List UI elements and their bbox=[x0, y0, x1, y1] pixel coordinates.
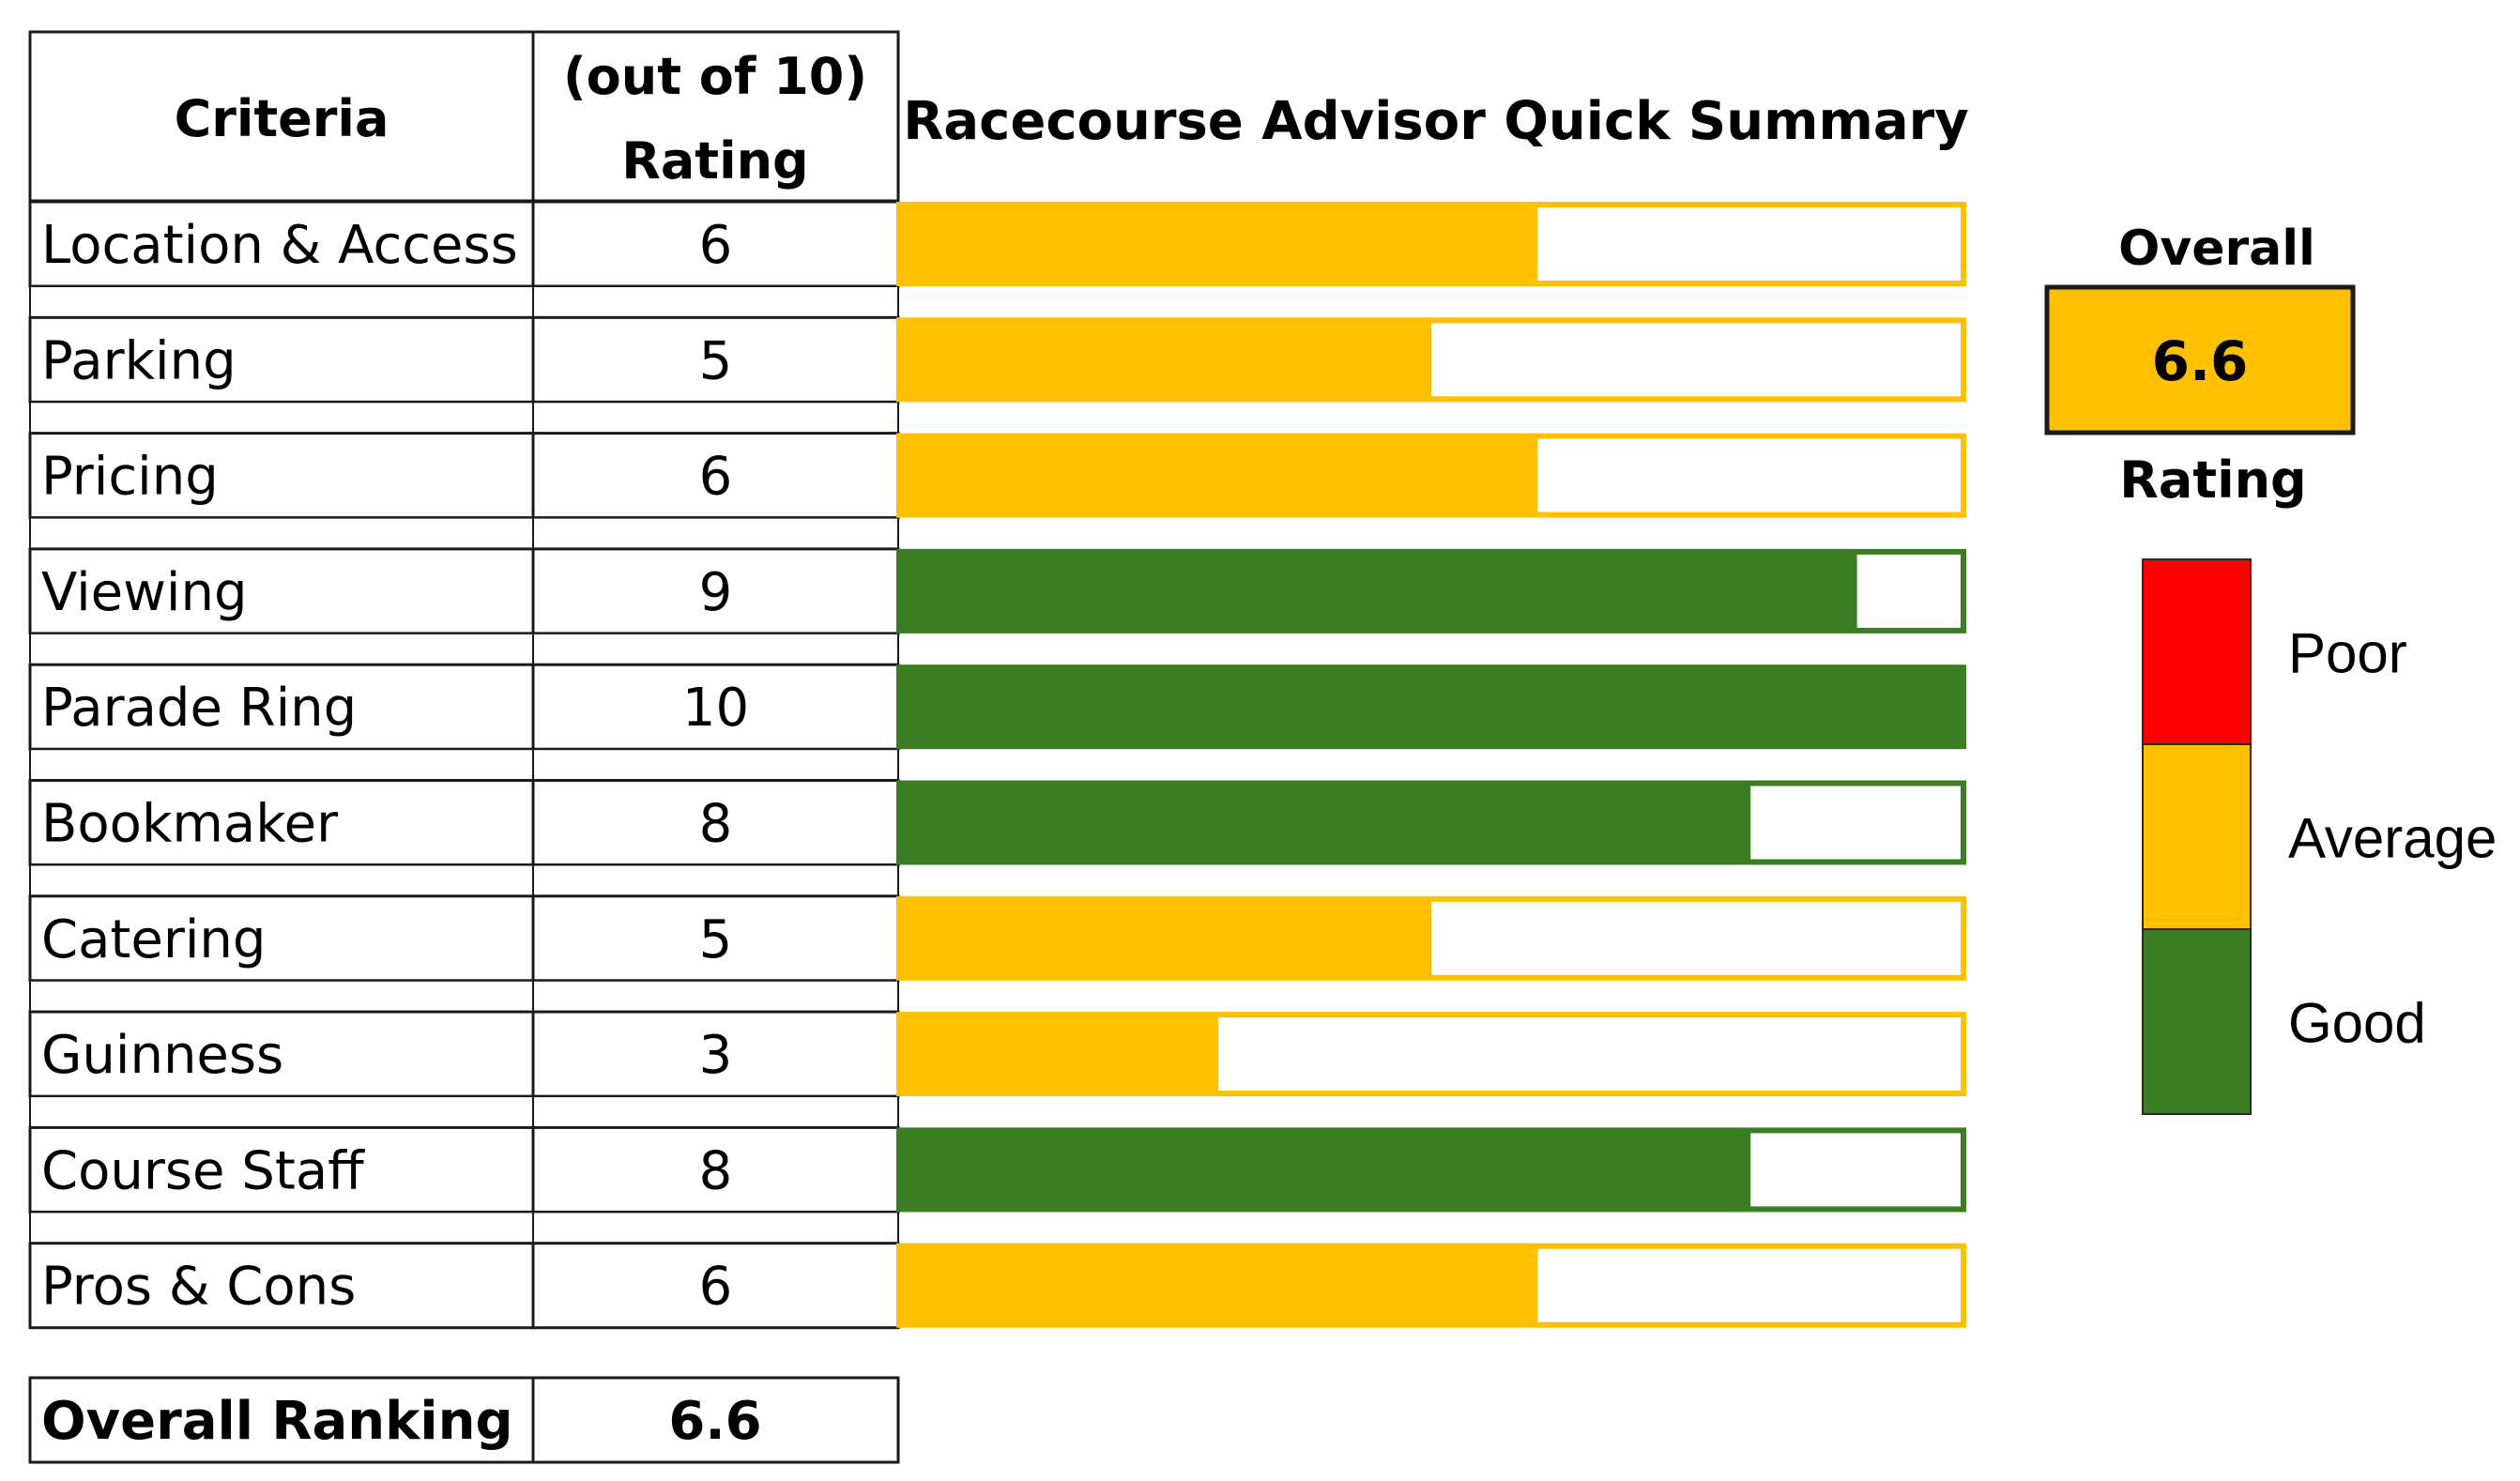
spacer-cell bbox=[29, 285, 534, 319]
overall-ranking-value: 6.6 bbox=[668, 1391, 761, 1452]
criteria-label: Guinness bbox=[41, 1025, 283, 1086]
spacer-cell bbox=[29, 632, 534, 666]
criteria-label: Parking bbox=[41, 330, 237, 391]
legend-label: Good bbox=[2288, 992, 2426, 1055]
rating-cell bbox=[531, 315, 900, 404]
criteria-cell bbox=[28, 1010, 535, 1098]
spacer-cell bbox=[532, 401, 899, 435]
bar bbox=[899, 435, 1538, 515]
criteria-label: Bookmaker bbox=[41, 794, 339, 855]
rating-header-line2: Rating bbox=[621, 131, 808, 191]
rating-value: 3 bbox=[699, 1025, 733, 1086]
spacer-cell bbox=[29, 516, 534, 550]
bar bbox=[899, 1130, 1751, 1210]
bar bbox=[899, 320, 1431, 400]
overall-ranking-label: Overall Ranking bbox=[41, 1391, 513, 1452]
spacer-cell bbox=[29, 979, 534, 1014]
legend-title: Rating bbox=[2119, 450, 2306, 510]
rating-value: 10 bbox=[682, 678, 749, 739]
rating-value: 6 bbox=[699, 1257, 733, 1318]
spacer-cell bbox=[532, 748, 899, 782]
rating-cell bbox=[531, 779, 900, 866]
rating-cell bbox=[531, 894, 900, 983]
criteria-label: Location & Access bbox=[41, 215, 518, 276]
bar bbox=[899, 1015, 1219, 1094]
rating-header-line1: (out of 10) bbox=[563, 47, 867, 106]
legend-swatch bbox=[2142, 558, 2252, 745]
criteria-cell bbox=[28, 200, 535, 288]
criteria-cell bbox=[28, 1242, 535, 1330]
rating-value: 8 bbox=[699, 794, 733, 855]
spacer-cell bbox=[29, 748, 534, 782]
rating-value: 6 bbox=[699, 215, 733, 276]
spacer-cell bbox=[532, 285, 899, 319]
rating-cell bbox=[531, 1125, 900, 1214]
rating-value: 6 bbox=[699, 447, 733, 508]
criteria-label: Course Staff bbox=[41, 1140, 365, 1201]
spacer-cell bbox=[532, 863, 899, 897]
spacer-cell bbox=[532, 1211, 899, 1244]
criteria-label: Catering bbox=[41, 909, 266, 970]
rating-value: 8 bbox=[699, 1140, 733, 1201]
rating-cell bbox=[531, 432, 900, 520]
spacer-cell bbox=[29, 401, 534, 435]
bar bbox=[899, 1245, 1538, 1325]
criteria-header-cell bbox=[28, 30, 535, 203]
rating-cell bbox=[531, 663, 900, 751]
criteria-label: Parade Ring bbox=[41, 678, 357, 739]
rating-value: 5 bbox=[699, 909, 733, 970]
criteria-label: Viewing bbox=[41, 562, 248, 623]
rating-cell bbox=[531, 1010, 900, 1098]
rating-cell bbox=[531, 1242, 900, 1330]
spacer-cell bbox=[29, 1211, 534, 1244]
spacer-cell bbox=[532, 516, 899, 550]
spacer-cell bbox=[29, 1095, 534, 1129]
legend-swatch bbox=[2142, 928, 2252, 1115]
overall-ranking-value-cell bbox=[531, 1376, 900, 1464]
legend-label: Poor bbox=[2288, 622, 2407, 685]
rating-header-cell bbox=[531, 30, 900, 203]
bar bbox=[899, 783, 1751, 863]
bar bbox=[899, 551, 1857, 631]
spacer-cell bbox=[532, 632, 899, 666]
overall-box bbox=[2044, 284, 2356, 435]
bar bbox=[899, 898, 1431, 978]
bar bbox=[899, 667, 1963, 747]
rating-value: 9 bbox=[699, 562, 733, 623]
legend-swatch bbox=[2142, 743, 2252, 930]
chart-title: Racecourse Advisor Quick Summary bbox=[903, 91, 1969, 152]
overall-box-value: 6.6 bbox=[2152, 329, 2249, 393]
rating-value: 5 bbox=[699, 330, 733, 391]
bar bbox=[899, 205, 1538, 283]
spacer-cell bbox=[29, 863, 534, 897]
criteria-label: Pros & Cons bbox=[41, 1257, 356, 1318]
legend-label: Average bbox=[2288, 807, 2497, 870]
overall-box-title: Overall bbox=[2118, 221, 2315, 277]
criteria-header: Criteria bbox=[175, 89, 389, 148]
rating-cell bbox=[531, 547, 900, 635]
spacer-cell bbox=[532, 979, 899, 1014]
spacer-cell bbox=[532, 1095, 899, 1129]
criteria-label: Pricing bbox=[41, 447, 219, 508]
criteria-cell bbox=[28, 1125, 535, 1214]
